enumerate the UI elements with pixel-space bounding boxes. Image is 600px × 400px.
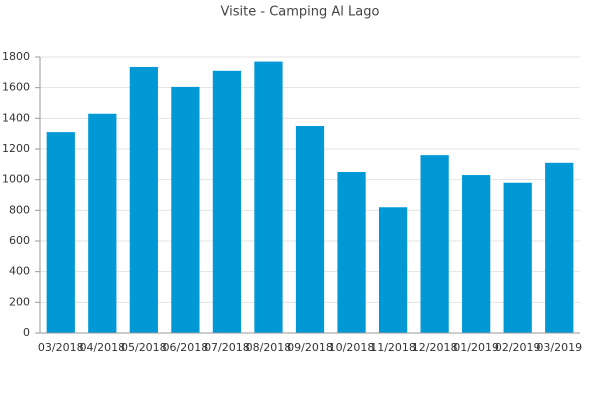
y-tick-label: 1600 xyxy=(2,81,30,94)
x-tick-label: 03/2019 xyxy=(536,341,582,354)
x-tick-label: 11/2018 xyxy=(370,341,416,354)
bar xyxy=(254,61,283,333)
y-tick-label: 0 xyxy=(23,326,30,339)
x-tick-label: 08/2018 xyxy=(246,341,292,354)
y-tick-label: 1200 xyxy=(2,142,30,155)
y-tick-label: 800 xyxy=(9,203,30,216)
bar xyxy=(295,126,325,333)
y-tick-label: 1000 xyxy=(2,173,30,186)
x-tick-label: 09/2018 xyxy=(287,341,333,354)
bar xyxy=(212,70,242,334)
bar xyxy=(88,113,117,333)
bar xyxy=(503,182,532,333)
bar xyxy=(46,132,75,333)
x-tick-label: 04/2018 xyxy=(79,341,125,354)
bar xyxy=(171,86,200,334)
y-tick-label: 200 xyxy=(9,295,30,308)
x-tick-label: 07/2018 xyxy=(204,341,250,354)
bar xyxy=(378,207,408,333)
bar xyxy=(420,155,449,333)
bar xyxy=(129,66,158,333)
y-tick-label: 600 xyxy=(9,234,30,247)
x-tick-label: 05/2018 xyxy=(121,341,167,354)
bar xyxy=(337,172,366,333)
y-tick-label: 400 xyxy=(9,265,30,278)
x-tick-label: 12/2018 xyxy=(412,341,458,354)
y-tick-label: 1400 xyxy=(2,111,30,124)
y-tick-label: 1800 xyxy=(2,50,30,63)
x-tick-label: 06/2018 xyxy=(163,341,209,354)
chart-title: Visite - Camping Al Lago xyxy=(221,5,380,20)
x-tick-label: 10/2018 xyxy=(329,341,375,354)
x-tick-label: 02/2019 xyxy=(495,341,541,354)
x-tick-label: 03/2018 xyxy=(38,341,84,354)
x-tick-label: 01/2019 xyxy=(453,341,499,354)
bar xyxy=(462,175,491,333)
bar xyxy=(545,162,574,333)
